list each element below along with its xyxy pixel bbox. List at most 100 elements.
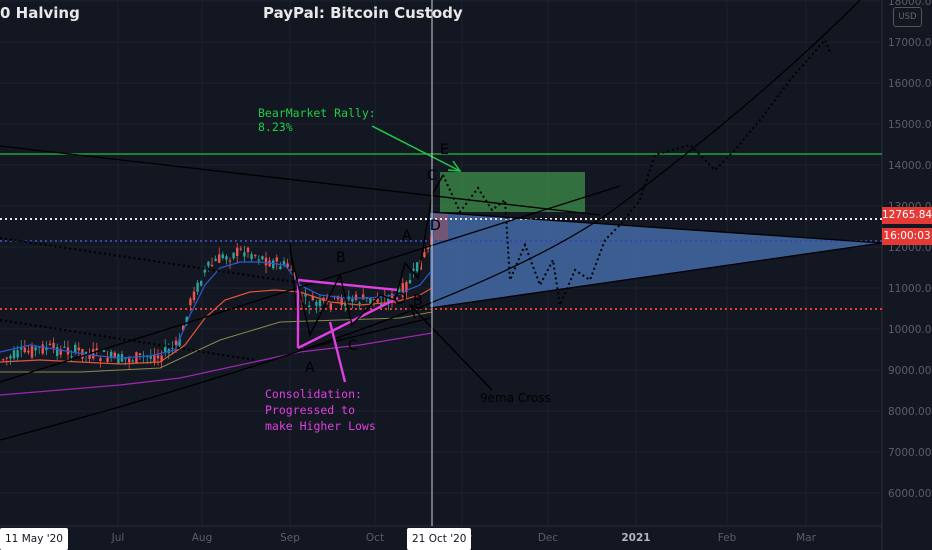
candle-body	[261, 256, 264, 260]
green-target-zone	[440, 172, 585, 212]
candle-body	[5, 357, 8, 359]
candle-body	[286, 263, 289, 268]
candle-body	[279, 266, 282, 270]
time-tick-label: Jul	[111, 532, 125, 544]
wave-label-a1: A	[305, 360, 315, 376]
candle-body	[164, 346, 167, 352]
candle-body	[56, 347, 59, 356]
trend-lines	[0, 0, 883, 441]
candle-body	[30, 346, 34, 358]
price-tick-label: 16000.00	[888, 78, 932, 90]
time-tick-label: 2021	[621, 532, 650, 544]
candle-body	[20, 347, 23, 350]
candle-body	[113, 352, 116, 357]
candle-body	[149, 356, 152, 359]
candle-body	[290, 269, 293, 271]
candle-body	[135, 352, 138, 364]
candle-body	[138, 353, 142, 355]
candle-body	[196, 282, 199, 292]
candle-body	[210, 264, 214, 267]
candle-body	[329, 303, 332, 310]
paypal-label: PayPal: Bitcoin Custody	[263, 4, 463, 22]
candle-body	[401, 283, 404, 297]
price-tick-label: 8000.00	[888, 406, 931, 418]
candle-body	[16, 350, 19, 358]
ema-cross-marker	[394, 292, 406, 304]
candle-body	[192, 291, 196, 301]
cursor-date-tag: 21 Oct '20	[407, 528, 472, 550]
price-tick-label: 12000.00	[888, 242, 932, 254]
time-tick-label: Sep	[280, 532, 300, 544]
candle-body	[315, 301, 318, 306]
candle-body	[48, 343, 52, 346]
candle-body	[408, 279, 412, 284]
candle-body	[239, 248, 242, 250]
candle-body	[9, 355, 12, 359]
ema-cross-label: 9ema Cross	[480, 391, 551, 405]
bearmarket-value: 8.23%	[258, 120, 293, 134]
candle-body	[77, 347, 80, 351]
candle-body	[203, 269, 206, 273]
candle-body	[246, 247, 250, 253]
candle-body	[124, 358, 127, 360]
candle-body	[272, 260, 275, 269]
candle-body	[412, 268, 415, 271]
candle-body	[318, 299, 322, 307]
candle-body	[380, 303, 383, 306]
candle-body	[308, 305, 311, 307]
candle-body	[171, 347, 174, 349]
candle-body	[178, 338, 181, 346]
candle-body	[405, 282, 408, 293]
candle-body	[387, 297, 390, 304]
candle-body	[372, 298, 376, 301]
time-tick-label: Mar	[796, 532, 816, 544]
wave-label-c1: C	[348, 338, 358, 354]
candle-body	[344, 302, 347, 306]
time-tick-label: Aug	[192, 532, 213, 544]
candle-body	[228, 260, 232, 262]
candle-body	[250, 254, 253, 260]
candle-body	[225, 256, 228, 260]
price-tick-label: 7000.00	[888, 447, 931, 459]
price-axis-ticks: 6000.00 7000.00 8000.00 9000.00 10000.00 1100…	[888, 0, 932, 500]
candle-body	[27, 350, 30, 353]
candle-body	[160, 355, 163, 362]
candle-body	[110, 351, 113, 358]
wave-label-a2: A	[402, 228, 412, 244]
ema-red	[0, 287, 433, 365]
candle-body	[23, 347, 26, 353]
candle-body	[45, 347, 48, 350]
time-tick-label: Oct	[366, 532, 384, 544]
candle-body	[88, 353, 91, 359]
candle-body	[70, 356, 73, 358]
candle-body	[74, 344, 77, 353]
time-tick-label: Dec	[538, 532, 559, 544]
candle-body	[358, 302, 361, 304]
ema-blue	[0, 261, 433, 359]
price-tick-label: 11000.00	[888, 283, 932, 295]
candle-body	[232, 252, 235, 259]
wave-label-c2: C	[427, 168, 437, 184]
ema-cross-arrow	[408, 303, 493, 391]
candle-body	[293, 272, 296, 280]
currency-button[interactable]: USD	[893, 7, 922, 27]
last-price-tag: 12765.84	[882, 207, 932, 224]
time-tick-label: Feb	[718, 532, 737, 544]
candle-body	[200, 280, 203, 286]
candle-body	[236, 247, 239, 257]
candle-body	[117, 354, 120, 364]
candle-body	[340, 298, 343, 306]
price-tick-label: 14000.00	[888, 160, 932, 172]
red-zone	[434, 214, 448, 240]
bearmarket-label: BearMarket Rally:	[258, 106, 376, 120]
candlestick-series	[2, 230, 433, 370]
price-tick-label: 18000.00	[888, 0, 932, 8]
candle-body	[153, 355, 156, 363]
candle-body	[185, 316, 188, 323]
candle-body	[12, 350, 16, 359]
wave-label-b2: B	[413, 293, 423, 309]
candle-body	[398, 288, 401, 293]
halving-label: 0 Halving	[0, 4, 80, 22]
candle-body	[99, 358, 102, 362]
